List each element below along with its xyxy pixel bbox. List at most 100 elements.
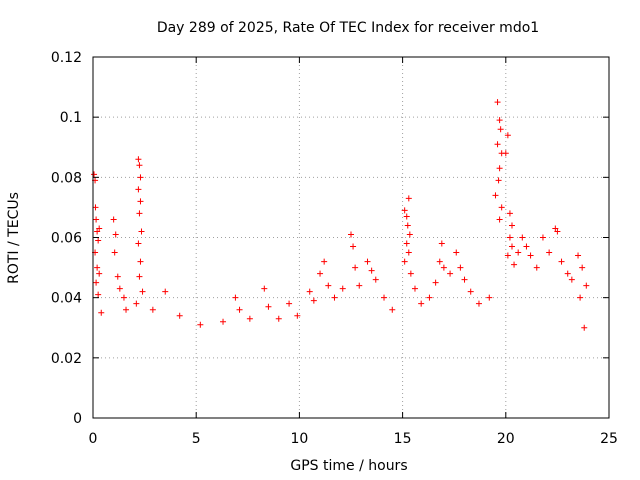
data-point [348,231,354,238]
x-tick-label: 25 [600,431,618,447]
data-point [496,165,503,172]
data-points [91,99,590,331]
y-axis-label: ROTI / TECUs [6,192,22,284]
data-point [275,315,282,322]
data-point [135,156,142,163]
y-tick-label: 0.04 [51,291,82,307]
data-point [364,258,371,265]
data-point [96,270,103,277]
data-point [506,210,513,217]
data-point [137,174,144,181]
data-point [136,273,143,280]
data-point [511,261,518,268]
data-point [95,291,102,298]
data-point [494,141,501,148]
data-point [426,294,433,301]
data-point [496,216,503,223]
x-tick-labels: 0 5 10 15 20 25 [89,431,618,447]
data-point [136,210,143,217]
data-point [438,240,445,247]
y-tick-labels: 0 0.02 0.04 0.06 0.08 0.1 0.12 [51,50,82,427]
data-point [236,306,243,313]
data-point [492,192,499,199]
data-point [162,288,169,295]
y-tick-label: 0.06 [51,231,82,247]
data-point [246,315,253,322]
data-point [407,270,414,277]
data-point [306,288,313,295]
data-point [533,264,540,271]
data-point [486,294,493,301]
data-point [401,258,408,265]
x-tick-label: 20 [497,431,515,447]
data-point [139,288,146,295]
data-point [197,321,204,328]
data-point [495,177,502,184]
data-point [138,228,145,235]
data-point [110,216,117,223]
data-point [504,132,511,139]
data-point [498,204,505,211]
data-point [447,270,454,277]
data-point [339,285,346,292]
data-point [418,300,425,307]
data-point [356,282,363,289]
data-point [581,324,588,331]
data-point [352,264,359,271]
data-point [546,249,553,256]
data-point [404,222,411,229]
data-point [368,267,375,274]
data-point [461,276,468,283]
data-point [114,273,121,280]
data-point [515,249,522,256]
data-point [220,318,227,325]
data-point [261,285,268,292]
data-point [539,234,546,241]
data-point [136,162,143,169]
data-point [95,237,102,244]
data-point [98,309,105,316]
data-point [577,294,584,301]
tick-marks [92,56,610,419]
plot-frame [92,56,610,419]
data-point [325,282,332,289]
data-point [149,306,156,313]
data-point [294,312,301,319]
data-point [310,297,317,304]
grid-lines [93,57,609,418]
data-point [496,117,503,124]
y-tick-label: 0.1 [60,110,82,126]
data-point [93,216,100,223]
data-point [317,270,324,277]
data-point [579,264,586,271]
data-point [508,243,515,250]
data-point [506,234,513,241]
data-point [564,270,571,277]
data-point [497,126,504,133]
data-point [554,228,561,235]
data-point [372,276,379,283]
x-tick-label: 0 [89,431,98,447]
data-point [94,228,101,235]
data-point [411,285,418,292]
data-point [232,294,239,301]
data-point [406,231,413,238]
data-point [583,282,590,289]
x-tick-label: 5 [192,431,201,447]
data-point [111,249,118,256]
y-tick-label: 0.02 [51,351,82,367]
data-point [475,300,482,307]
data-point [552,225,559,232]
data-point [523,243,530,250]
chart-title: Day 289 of 2025, Rate Of TEC Index for r… [157,20,539,36]
data-point [176,312,183,319]
data-point [116,285,123,292]
data-point [133,300,140,307]
x-tick-label: 15 [394,431,412,447]
data-point [401,207,408,214]
data-point [381,294,388,301]
data-point [558,258,565,265]
data-point [331,294,338,301]
data-point [91,171,98,178]
